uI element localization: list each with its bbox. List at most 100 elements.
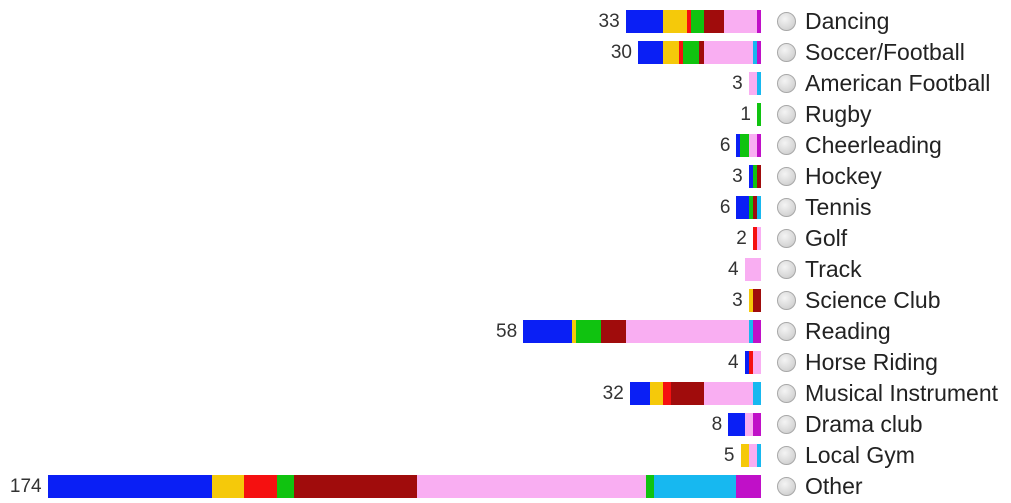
bar-segment xyxy=(736,475,761,498)
bar-segment xyxy=(756,72,761,95)
bar-segment xyxy=(756,165,761,188)
bar-segment xyxy=(572,320,577,343)
chart-row: 6 Tennis xyxy=(0,192,1011,223)
bar-segment xyxy=(625,10,663,33)
category-label: Horse Riding xyxy=(805,349,938,375)
radio-button[interactable] xyxy=(777,198,796,217)
radio-button[interactable] xyxy=(777,167,796,186)
category-label: Drama club xyxy=(805,411,923,437)
chart-row: 8 Drama club xyxy=(0,409,1011,440)
bar-segment xyxy=(654,475,679,498)
bar-segment xyxy=(703,382,753,405)
bar-segment xyxy=(752,351,761,374)
bar-segment xyxy=(748,196,753,219)
radio-button[interactable] xyxy=(777,384,796,403)
category-label: Dancing xyxy=(805,8,890,34)
bar-segment xyxy=(752,289,761,312)
stacked-bar xyxy=(638,41,761,64)
radio-button[interactable] xyxy=(777,260,796,279)
stacked-bar xyxy=(744,351,761,374)
bar-segment xyxy=(244,475,278,498)
bar-count-label: 4 xyxy=(728,352,739,373)
bar-segment xyxy=(724,10,757,33)
category-label: Reading xyxy=(805,318,891,344)
chart-row: 32 Musical Instrument xyxy=(0,378,1011,409)
bar-segment xyxy=(211,475,245,498)
bar-segment xyxy=(416,475,647,498)
bar-segment xyxy=(748,320,753,343)
chart-row: 4 Horse Riding xyxy=(0,347,1011,378)
bar-segment xyxy=(523,320,573,343)
radio-button[interactable] xyxy=(777,477,796,496)
chart-row: 4 Track xyxy=(0,254,1011,285)
radio-button[interactable] xyxy=(777,74,796,93)
bar-segment xyxy=(748,72,757,95)
bar-segment xyxy=(748,165,753,188)
bar-segment xyxy=(740,134,749,157)
radio-button[interactable] xyxy=(777,446,796,465)
bar-segment xyxy=(662,10,688,33)
stacked-bar xyxy=(625,10,761,33)
radio-button[interactable] xyxy=(777,105,796,124)
bar-segment xyxy=(740,444,749,467)
bar-count-label: 6 xyxy=(719,135,731,156)
bar-segment xyxy=(748,289,753,312)
bar-count-label: 30 xyxy=(610,42,632,63)
category-label: Hockey xyxy=(805,163,882,189)
category-label: Musical Instrument xyxy=(805,380,999,406)
bar-segment xyxy=(752,227,757,250)
radio-button[interactable] xyxy=(777,322,796,341)
bar-count-label: 1 xyxy=(740,104,751,125)
stacked-bar xyxy=(47,475,761,498)
bar-segment xyxy=(277,475,294,498)
bar-segment xyxy=(756,196,761,219)
radio-button[interactable] xyxy=(777,229,796,248)
radio-button[interactable] xyxy=(777,136,796,155)
bar-segment xyxy=(756,103,761,126)
bar-count-label: 3 xyxy=(732,166,743,187)
bar-segment xyxy=(756,41,761,64)
bar-segment xyxy=(756,134,761,157)
bar-count-label: 8 xyxy=(711,414,723,435)
chart-row: 6 Cheerleading xyxy=(0,130,1011,161)
radio-button[interactable] xyxy=(777,353,796,372)
bar-segment xyxy=(752,320,761,343)
bar-segment xyxy=(678,475,737,498)
bar-segment xyxy=(756,10,761,33)
bar-count-label: 3 xyxy=(732,73,743,94)
bar-segment xyxy=(625,320,749,343)
bar-segment xyxy=(744,351,749,374)
bar-segment xyxy=(736,134,741,157)
bar-segment xyxy=(293,475,417,498)
stacked-bar xyxy=(748,72,761,95)
bar-count-label: 4 xyxy=(728,259,739,280)
bar-segment xyxy=(687,10,692,33)
radio-button[interactable] xyxy=(777,12,796,31)
radio-button[interactable] xyxy=(777,415,796,434)
category-label: Cheerleading xyxy=(805,132,942,158)
bar-segment xyxy=(736,196,749,219)
chart-row: 58 Reading xyxy=(0,316,1011,347)
bar-count-label: 2 xyxy=(736,228,747,249)
bar-segment xyxy=(748,444,757,467)
stacked-bar xyxy=(523,320,761,343)
bar-segment xyxy=(752,196,757,219)
bar-count-label: 3 xyxy=(732,290,743,311)
bar-segment xyxy=(752,413,761,436)
chart-row: 3 American Football xyxy=(0,68,1011,99)
radio-button[interactable] xyxy=(777,43,796,62)
bar-segment xyxy=(756,444,761,467)
bar-segment xyxy=(748,351,753,374)
radio-button[interactable] xyxy=(777,291,796,310)
bar-count-label: 33 xyxy=(598,11,620,32)
stacked-bar xyxy=(736,196,761,219)
bar-segment xyxy=(752,165,757,188)
bar-segment xyxy=(670,382,704,405)
category-label: Local Gym xyxy=(805,442,915,468)
chart-row: 2 Golf xyxy=(0,223,1011,254)
bar-segment xyxy=(744,258,761,281)
stacked-bar xyxy=(629,382,761,405)
chart-row: 30 Soccer/Football xyxy=(0,37,1011,68)
category-label: American Football xyxy=(805,70,991,96)
stacked-bar xyxy=(744,258,761,281)
